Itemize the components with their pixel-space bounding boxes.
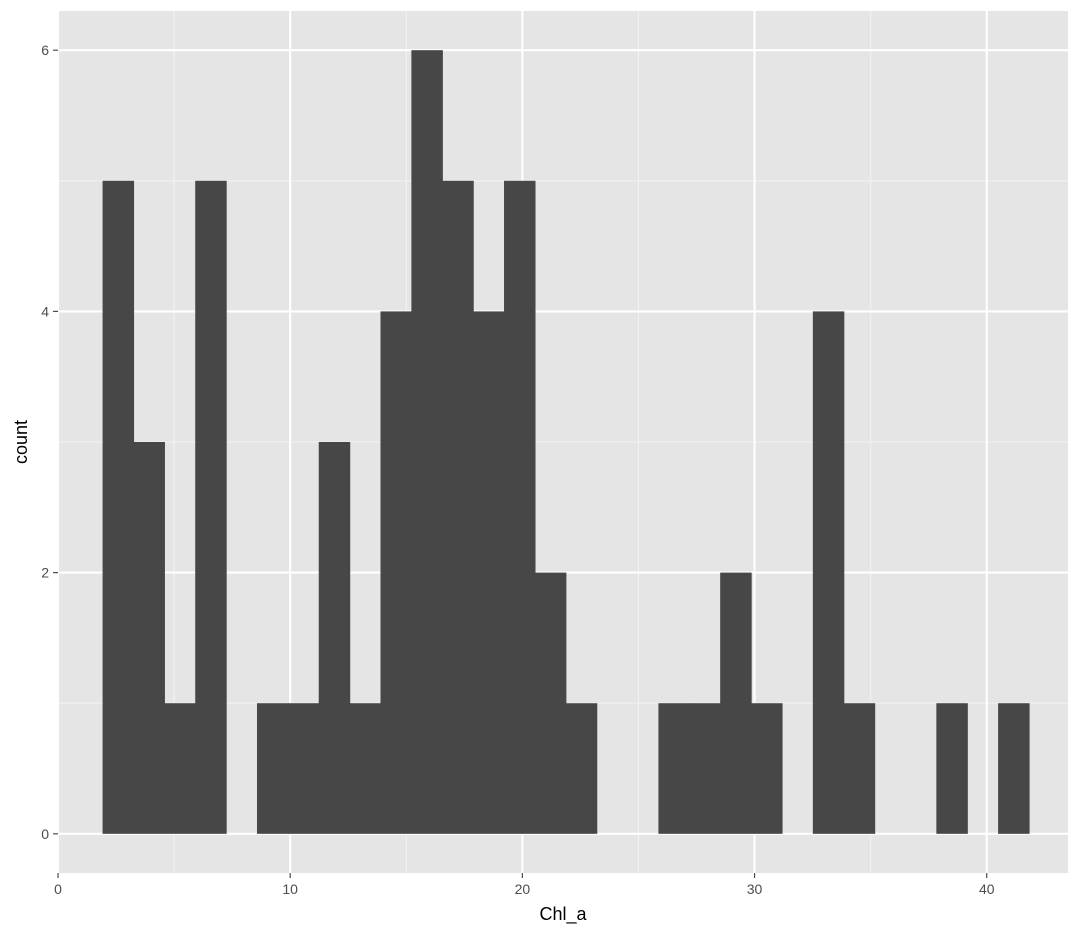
histogram-bar [998,703,1030,834]
histogram-bar [843,703,876,834]
histogram-bar [504,180,536,834]
histogram-bar [442,180,474,834]
y-tick-label: 2 [41,565,49,581]
histogram-bar [565,703,598,834]
y-tick-label: 4 [41,303,49,319]
histogram-bar [936,703,968,834]
x-tick-label: 30 [747,881,763,897]
x-tick-label: 20 [515,881,531,897]
y-tick-label: 6 [41,42,49,58]
x-tick-label: 40 [979,881,995,897]
histogram-bar [318,442,351,834]
y-axis-title: count [11,420,31,464]
y-tick-label: 0 [41,826,49,842]
histogram-bar [287,703,320,834]
histogram-bar [658,703,690,834]
histogram-bar [164,703,196,834]
histogram-bar [689,703,721,834]
x-tick-label: 0 [54,881,62,897]
histogram-bar [720,572,752,834]
histogram-bar [534,572,567,834]
histogram-bar [751,703,783,834]
axis-tick-labels: 0 10 20 30 40 0 2 4 6 [41,42,995,897]
x-axis-title: Chl_a [539,904,587,925]
axis-ticks [53,49,988,878]
histogram-bar [256,703,289,834]
histogram-bar [380,311,412,834]
histogram-bars [102,50,1030,834]
x-tick-label: 10 [282,881,298,897]
histogram-bar [349,703,382,834]
histogram-bar [133,442,165,834]
histogram-bar [812,311,845,834]
histogram-bar [102,180,135,834]
histogram-bar [411,50,443,834]
histogram-bar [195,180,227,834]
histogram-bar [473,311,505,834]
